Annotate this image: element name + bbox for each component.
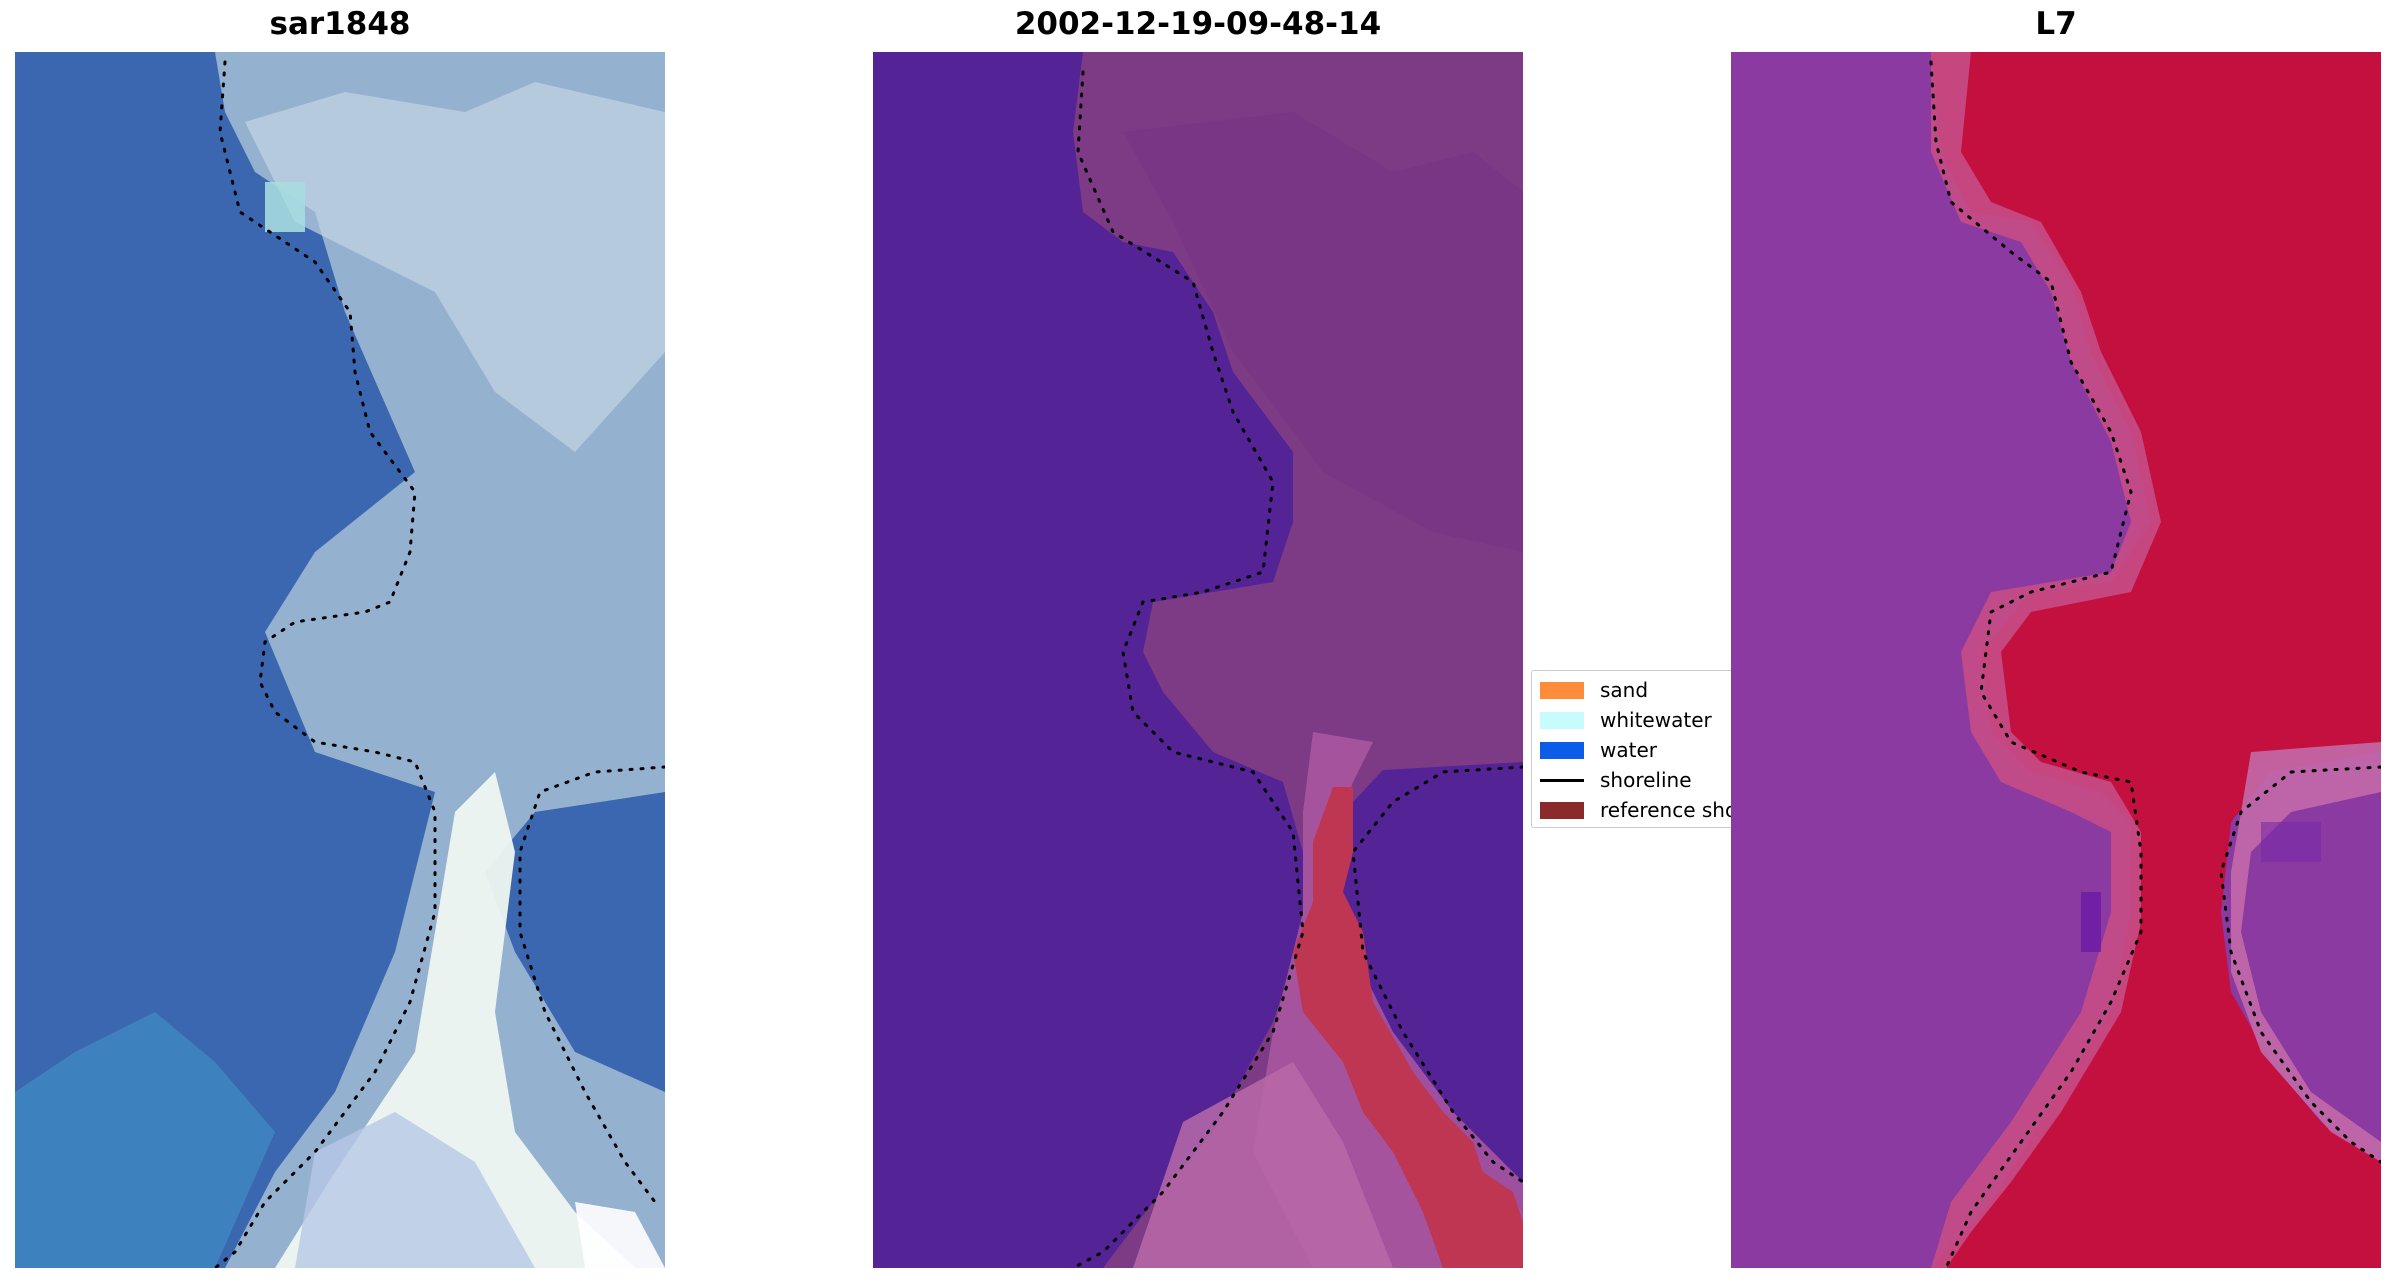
index-image (1731, 52, 2381, 1268)
reference-shoreline-swatch (1540, 801, 1584, 819)
sand-swatch (1540, 681, 1584, 699)
legend-item-sand: sand (1540, 675, 1648, 705)
panel-title-index: L7 (2035, 6, 2077, 42)
rgb-image-panel (15, 52, 665, 1268)
legend-item-water: water (1540, 735, 1657, 765)
legend-label-shoreline: shoreline (1600, 768, 1692, 792)
legend: sand whitewater water shoreline referenc… (1531, 670, 1731, 828)
panel-title-rgb: sar1848 (269, 6, 411, 42)
legend-label-water: water (1600, 738, 1657, 762)
legend-item-whitewater: whitewater (1540, 705, 1712, 735)
shoreline-line-swatch (1540, 778, 1584, 782)
water-swatch (1540, 741, 1584, 759)
panel-title-classification: 2002-12-19-09-48-14 (1014, 6, 1382, 42)
classification-panel (873, 52, 1523, 1268)
rgb-image (15, 52, 665, 1268)
index-panel (1731, 52, 2381, 1268)
legend-label-sand: sand (1600, 678, 1649, 702)
whitewater-swatch (1540, 711, 1584, 729)
legend-label-reference-shoreline: reference shoreline (1600, 798, 1731, 822)
legend-item-reference-shoreline: reference shoreline (1540, 795, 1731, 825)
classification-image (873, 52, 1523, 1268)
legend-item-shoreline: shoreline (1540, 765, 1692, 795)
legend-label-whitewater: whitewater (1600, 708, 1712, 732)
